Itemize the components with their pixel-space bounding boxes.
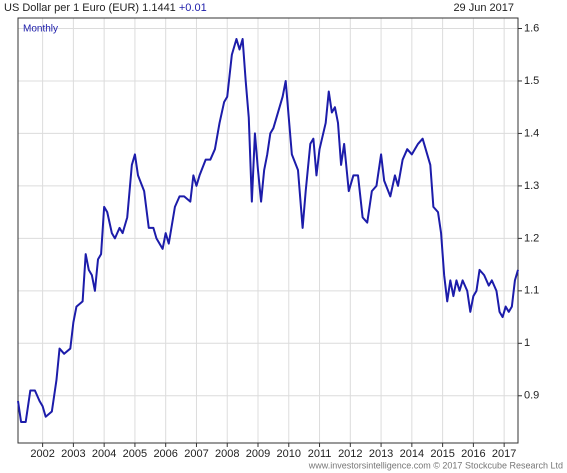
y-tick-label: 0.9 bbox=[524, 390, 539, 402]
y-tick-label: 1.1 bbox=[524, 285, 539, 297]
x-tick-label: 2008 bbox=[215, 448, 239, 460]
x-tick-label: 2016 bbox=[461, 448, 485, 460]
x-tick-label: 2012 bbox=[338, 448, 362, 460]
x-tick-label: 2006 bbox=[153, 448, 177, 460]
x-tick-label: 2011 bbox=[308, 448, 332, 460]
x-tick-label: 2017 bbox=[492, 448, 516, 460]
title: US Dollar per 1 Euro (EUR) bbox=[4, 2, 139, 14]
x-tick-label: 2005 bbox=[123, 448, 147, 460]
y-tick-label: 1.5 bbox=[524, 75, 539, 87]
x-tick-label: 2003 bbox=[61, 448, 85, 460]
x-tick-label: 2007 bbox=[184, 448, 208, 460]
change: +0.01 bbox=[179, 2, 207, 14]
last-value: 1.1441 bbox=[142, 2, 176, 14]
chart-title: US Dollar per 1 Euro (EUR) 1.1441 +0.01 bbox=[4, 2, 207, 14]
y-tick-label: 1.4 bbox=[524, 127, 539, 139]
x-tick-label: 2015 bbox=[430, 448, 454, 460]
x-tick-label: 2004 bbox=[92, 448, 116, 460]
x-tick-label: 2010 bbox=[277, 448, 301, 460]
plot-frame bbox=[17, 17, 519, 444]
x-tick-label: 2002 bbox=[30, 448, 54, 460]
y-tick-label: 1.3 bbox=[524, 180, 539, 192]
period-label: Monthly bbox=[23, 24, 58, 35]
x-tick-label: 2013 bbox=[369, 448, 393, 460]
y-tick-label: 1 bbox=[524, 337, 530, 349]
x-tick-label: 2009 bbox=[246, 448, 270, 460]
y-tick-label: 1.6 bbox=[524, 22, 539, 34]
x-tick-label: 2014 bbox=[400, 448, 424, 460]
date: 29 Jun 2017 bbox=[453, 2, 514, 14]
footer: www.investorsintelligence.com © 2017 Sto… bbox=[308, 460, 563, 470]
y-tick-label: 1.2 bbox=[524, 232, 539, 244]
line-series bbox=[17, 37, 519, 424]
